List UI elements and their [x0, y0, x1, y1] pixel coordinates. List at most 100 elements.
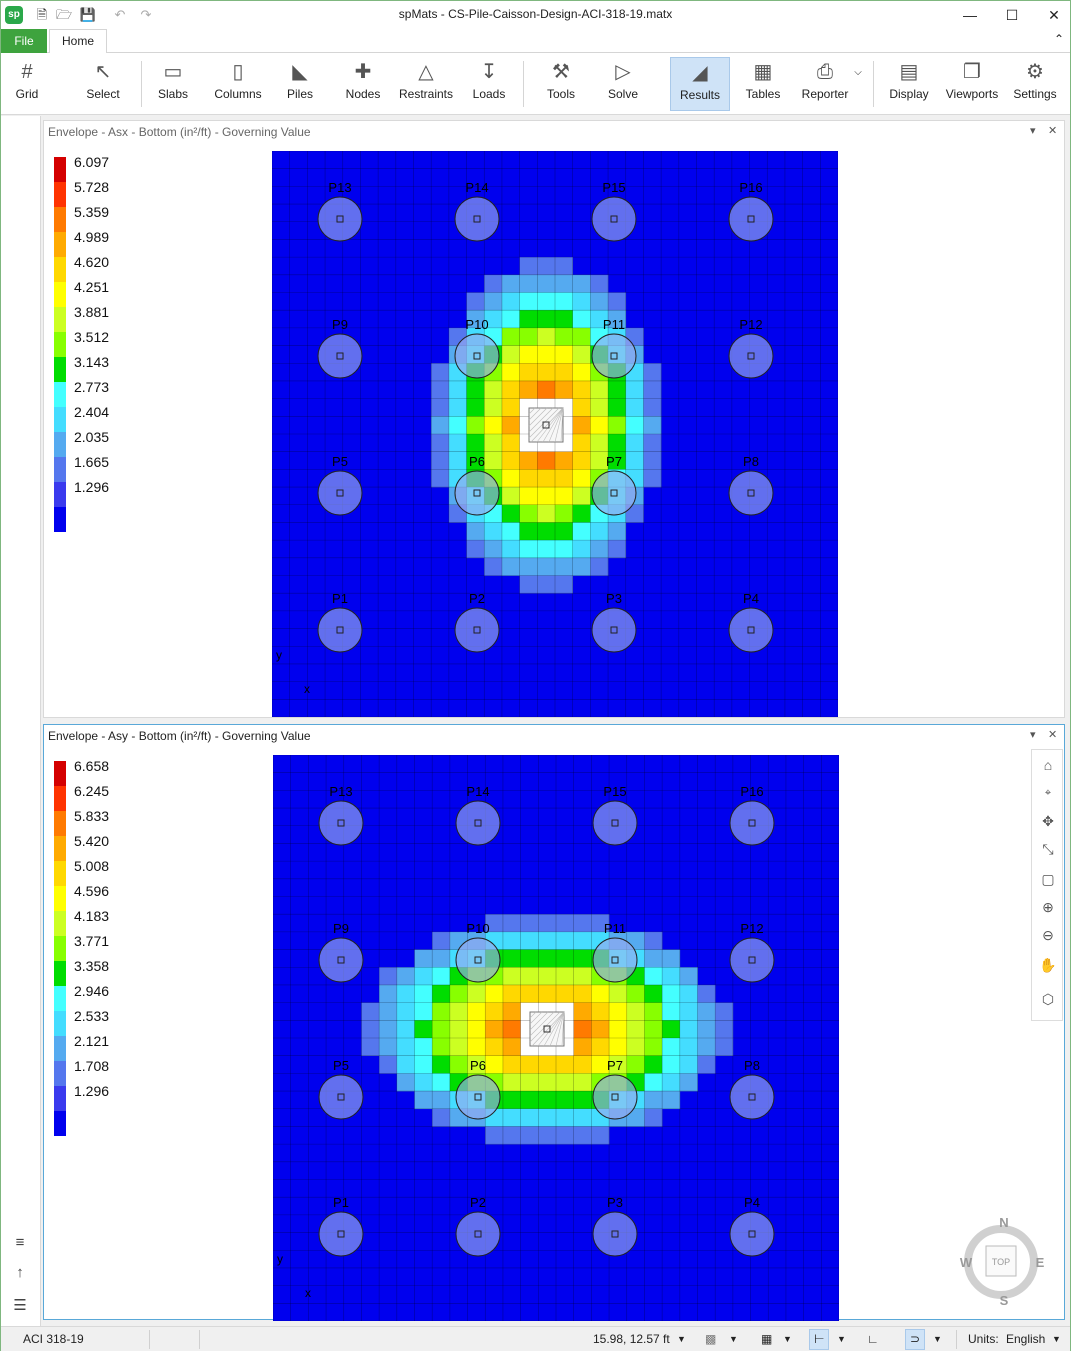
- ribbon-button-tables[interactable]: ▦ Tables: [741, 57, 785, 111]
- zoom-extents-icon[interactable]: ⤡: [1042, 841, 1054, 857]
- pile-circle[interactable]: [454, 607, 500, 653]
- pile-circle[interactable]: [591, 196, 637, 242]
- pile-circle[interactable]: [454, 470, 500, 516]
- units-toggle-dropdown-icon[interactable]: ▼: [933, 1334, 942, 1344]
- pile-circle[interactable]: [318, 937, 364, 983]
- pile-circle[interactable]: [728, 470, 774, 516]
- menu-icon[interactable]: ☰: [13, 1297, 27, 1314]
- contour-plot[interactable]: P1 P2 P3 P4 P5 P6 P7 P8 P9 P10 P11 P12 P13 P14 P15 P16 y…: [273, 755, 839, 1321]
- contour-plot[interactable]: P1 P2 P3 P4 P5 P6 P7 P8 P9 P10 P11 P12 P13 P14 P15 P16 y…: [272, 151, 838, 717]
- pile-circle[interactable]: [728, 607, 774, 653]
- pile-circle[interactable]: [729, 937, 775, 983]
- pile-circle[interactable]: [728, 196, 774, 242]
- pile-circle[interactable]: [591, 607, 637, 653]
- pile-label: P2: [469, 591, 485, 606]
- units-value[interactable]: English: [1006, 1332, 1046, 1346]
- pile-circle[interactable]: [318, 800, 364, 846]
- pile-circle[interactable]: [317, 607, 363, 653]
- hand-icon[interactable]: ✋: [1039, 957, 1057, 973]
- contour-cell: [448, 434, 467, 452]
- ribbon-button-results[interactable]: ◢ Results: [670, 57, 730, 111]
- pile-circle[interactable]: [591, 470, 637, 516]
- pan-axis-icon[interactable]: ✥: [1042, 813, 1054, 829]
- viewport-close-icon[interactable]: ✕: [1048, 125, 1058, 137]
- minimize-icon[interactable]: —: [963, 7, 977, 23]
- legend-swatch: [54, 157, 66, 182]
- pile-circle[interactable]: [455, 937, 501, 983]
- tab-file[interactable]: File: [1, 29, 47, 53]
- ribbon-button-slabs[interactable]: ▭ Slabs: [151, 57, 195, 111]
- pile-circle[interactable]: [454, 333, 500, 379]
- redo-icon[interactable]: ↷: [140, 7, 152, 22]
- pile-circle[interactable]: [455, 1211, 501, 1257]
- ribbon-button-tools[interactable]: ⚒ Tools: [539, 57, 583, 111]
- pile-circle[interactable]: [318, 1211, 364, 1257]
- pile-circle[interactable]: [454, 196, 500, 242]
- collapse-ribbon-icon[interactable]: ⌃: [1053, 32, 1064, 46]
- zoom-out-icon[interactable]: ⊖: [1042, 927, 1054, 943]
- maximize-icon[interactable]: ☐: [1005, 7, 1019, 23]
- grid-dropdown-icon[interactable]: ▼: [783, 1334, 792, 1344]
- view-cube[interactable]: TOP N S E W: [954, 1217, 1044, 1307]
- ribbon-button-reporter[interactable]: ⎙ Reporter: [797, 57, 853, 111]
- snap-dropdown-icon[interactable]: ▼: [729, 1334, 738, 1344]
- axes-icon[interactable]: ⌖: [1044, 787, 1052, 799]
- pile-circle[interactable]: [728, 333, 774, 379]
- save-icon[interactable]: 💾: [79, 7, 97, 22]
- ribbon-button-nodes[interactable]: ✚ Nodes: [341, 57, 385, 111]
- close-icon[interactable]: ✕: [1048, 7, 1060, 23]
- sort-ascending-icon[interactable]: ↑: [16, 1264, 24, 1281]
- pile-circle[interactable]: [592, 1211, 638, 1257]
- pile-circle[interactable]: [729, 800, 775, 846]
- viewport-menu-icon[interactable]: ▾: [1030, 729, 1036, 741]
- ribbon-button-solve[interactable]: ▷ Solve: [601, 57, 645, 111]
- iso-view-icon[interactable]: ⬡: [1041, 991, 1055, 1007]
- units-dropdown-icon[interactable]: ▼: [1052, 1334, 1061, 1344]
- ribbon-button-grid[interactable]: # Grid: [9, 57, 45, 111]
- ortho-dropdown-icon[interactable]: ▼: [837, 1334, 846, 1344]
- new-file-icon[interactable]: 🗎: [36, 7, 48, 22]
- ribbon-button-display[interactable]: ▤ Display: [885, 57, 933, 111]
- contour-cell: [556, 1055, 574, 1074]
- zoom-window-icon[interactable]: ▢: [1041, 871, 1055, 887]
- viewport-asx[interactable]: Envelope - Asx - Bottom (in²/ft) - Gover…: [43, 120, 1065, 718]
- ribbon-button-viewports[interactable]: ❐ Viewports: [945, 57, 999, 111]
- pile-circle[interactable]: [317, 333, 363, 379]
- pile-circle[interactable]: [591, 333, 637, 379]
- ribbon-button-select[interactable]: ↖ Select: [81, 57, 125, 111]
- ribbon-button-columns[interactable]: ▯ Columns: [211, 57, 265, 111]
- pile-circle[interactable]: [317, 196, 363, 242]
- snap-grid-icon[interactable]: ▩: [705, 1332, 717, 1346]
- ribbon-button-restraints[interactable]: △ Restraints: [397, 57, 455, 111]
- contour-cell: [573, 1055, 592, 1074]
- ribbon-button-piles[interactable]: ◣ Piles: [281, 57, 319, 111]
- pile-circle[interactable]: [729, 1074, 775, 1120]
- viewport-asy[interactable]: Envelope - Asy - Bottom (in²/ft) - Gover…: [43, 724, 1065, 1321]
- pile-circle[interactable]: [592, 1074, 638, 1120]
- contour-cell: [501, 540, 520, 559]
- sort-descending-icon[interactable]: ≡: [15, 1234, 25, 1251]
- pile-circle[interactable]: [455, 800, 501, 846]
- ribbon-button-loads[interactable]: ↧ Loads: [467, 57, 511, 111]
- viewport-close-icon[interactable]: ✕: [1048, 729, 1058, 741]
- grid-display-icon[interactable]: ▦: [761, 1332, 773, 1346]
- legend-swatch: [54, 332, 66, 357]
- pile-circle[interactable]: [592, 800, 638, 846]
- undo-icon[interactable]: ↶: [114, 7, 126, 22]
- axis-toggle-icon[interactable]: ∟: [867, 1332, 879, 1346]
- zoom-in-icon[interactable]: ⊕: [1042, 899, 1054, 915]
- ribbon-button-settings[interactable]: ⚙ Settings: [1009, 57, 1061, 111]
- ortho-toggle-icon[interactable]: ⊢: [809, 1329, 830, 1350]
- coords-dropdown-icon[interactable]: ▼: [677, 1334, 686, 1344]
- viewport-menu-icon[interactable]: ▾: [1030, 125, 1036, 137]
- open-folder-icon[interactable]: 🗁: [55, 7, 73, 22]
- units-toggle-icon[interactable]: ⊃: [905, 1329, 926, 1350]
- pile-circle[interactable]: [729, 1211, 775, 1257]
- pile-circle[interactable]: [592, 937, 638, 983]
- pile-circle[interactable]: [317, 470, 363, 516]
- home-icon[interactable]: ⌂: [1043, 757, 1053, 773]
- pile-circle[interactable]: [455, 1074, 501, 1120]
- tab-home[interactable]: Home: [49, 29, 107, 54]
- pile-circle[interactable]: [318, 1074, 364, 1120]
- reporter-dropdown-icon[interactable]: ⌵: [854, 67, 862, 78]
